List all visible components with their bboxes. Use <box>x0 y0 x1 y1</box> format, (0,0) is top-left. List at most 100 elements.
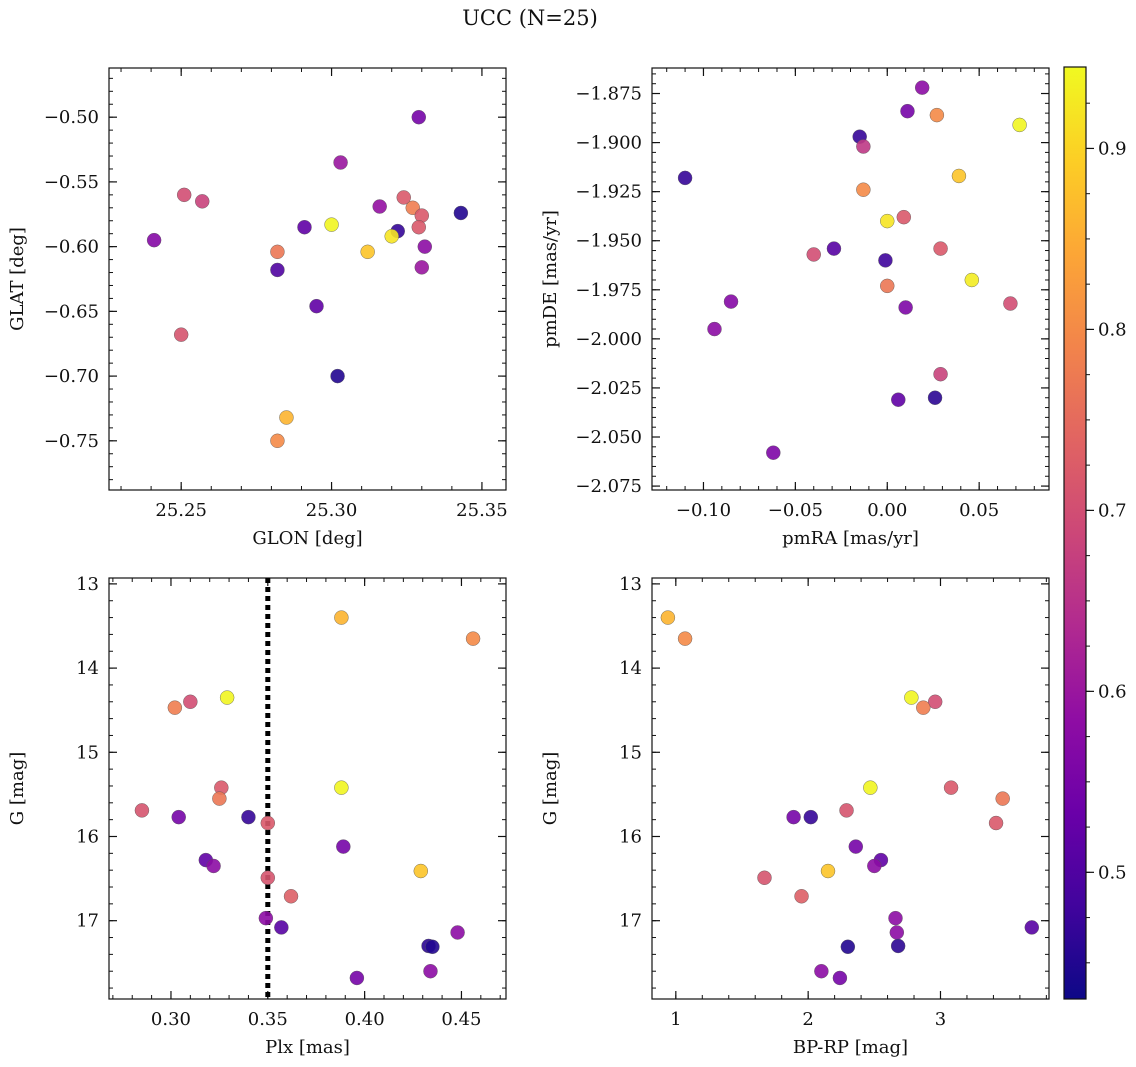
data-point <box>260 815 275 831</box>
data-point <box>951 168 967 184</box>
data-point <box>212 791 227 806</box>
data-point <box>848 839 863 854</box>
y-tick-label: 16 <box>619 826 642 847</box>
y-tick-label: 17 <box>619 911 642 932</box>
data-point <box>904 690 919 705</box>
data-point <box>270 433 285 449</box>
data-point <box>927 694 943 709</box>
data-point <box>878 253 893 268</box>
y-tick-label: −0.55 <box>44 172 99 193</box>
data-point <box>206 858 221 874</box>
data-point <box>933 241 948 256</box>
data-point <box>241 809 256 825</box>
x-axis-label: pmRA [mas/yr] <box>782 528 919 549</box>
data-point <box>425 939 440 954</box>
y-tick-label: −0.65 <box>44 301 99 322</box>
x-tick-label: 1 <box>670 1009 681 1030</box>
data-point <box>297 220 312 235</box>
data-point <box>279 410 294 425</box>
data-point <box>372 199 387 214</box>
data-point <box>270 262 285 278</box>
x-tick-label: 25.30 <box>306 500 358 521</box>
data-point <box>417 239 432 254</box>
data-point <box>856 139 871 154</box>
data-point <box>258 910 274 926</box>
scatter-panel-3: 0.30 0.35 0.40 0.45 13 14 15 16 17 Plx [mas] G [ma… <box>7 574 507 1058</box>
y-tick-label: −2.025 <box>575 378 642 399</box>
x-tick-label: 0.40 <box>345 1009 385 1030</box>
data-point <box>450 925 465 940</box>
data-point <box>330 368 345 384</box>
colorbar-tick-label: 0.6 <box>1098 681 1127 702</box>
data-point <box>309 298 324 314</box>
y-tick-label: 15 <box>76 742 99 763</box>
data-point <box>677 631 693 646</box>
figure-title: UCC (N=25) <box>462 6 598 30</box>
data-point <box>283 889 299 904</box>
x-tick-label: 25.25 <box>155 500 207 521</box>
data-point <box>146 232 162 248</box>
x-tick-label: −0.10 <box>676 500 731 521</box>
data-point <box>274 920 289 935</box>
data-point <box>396 190 411 205</box>
data-point <box>914 80 930 95</box>
data-point <box>964 272 980 288</box>
data-point <box>411 220 426 235</box>
data-point <box>889 925 905 940</box>
colorbar-gradient <box>1063 66 1087 1000</box>
y-tick-label: 17 <box>76 911 99 932</box>
data-point <box>707 321 722 337</box>
data-point <box>1012 117 1027 133</box>
x-tick-label: 0.35 <box>248 1009 288 1030</box>
scatter-panel-1: 25.25 25.30 25.35 −0.50 −0.55 −0.60 −0.65 −0.70… <box>7 67 508 549</box>
data-point <box>1003 296 1018 311</box>
x-tick-label: 0.05 <box>959 500 999 521</box>
y-tick-label: −1.875 <box>575 84 642 105</box>
scatter-panel-4: 1 2 3 13 14 15 16 17 BP-RP [mag] G [mag] <box>540 574 1050 1058</box>
y-tick-label: −0.60 <box>44 237 99 258</box>
data-point <box>867 858 882 874</box>
y-tick-label: −1.975 <box>575 280 642 301</box>
colorbar: 0.5 0.6 0.7 0.8 0.9 <box>1063 66 1127 1000</box>
y-tick-label: −0.50 <box>44 107 99 128</box>
data-point <box>360 244 375 260</box>
data-point <box>677 170 693 186</box>
data-point <box>786 809 801 825</box>
data-point <box>167 700 183 715</box>
data-point <box>890 938 906 954</box>
data-point <box>880 278 895 294</box>
y-axis-label: GLAT [deg] <box>7 227 28 331</box>
data-point <box>333 155 348 170</box>
data-point <box>260 870 275 885</box>
data-point <box>349 970 365 986</box>
y-tick-label: 14 <box>619 658 642 679</box>
data-point <box>134 803 150 818</box>
data-point <box>413 863 428 879</box>
plot-frame <box>108 577 507 1000</box>
data-point <box>176 187 192 203</box>
data-point <box>195 194 210 209</box>
x-tick-label: 3 <box>935 1009 946 1030</box>
y-tick-label: 16 <box>76 826 99 847</box>
data-point <box>794 889 809 904</box>
x-tick-label: 0.30 <box>151 1009 191 1030</box>
data-point <box>173 327 189 342</box>
data-point <box>414 260 429 275</box>
y-axis-label: pmDE [mas/yr] <box>540 210 561 348</box>
y-tick-label: 13 <box>76 574 99 595</box>
colorbar-tick-label: 0.7 <box>1098 500 1127 521</box>
plot-frame <box>651 67 1050 491</box>
x-tick-label: 2 <box>802 1009 813 1030</box>
y-tick-label: −2.000 <box>575 329 642 350</box>
data-point <box>898 300 913 315</box>
plot-frame <box>108 67 507 491</box>
data-point <box>891 392 906 407</box>
data-point <box>453 205 469 221</box>
data-point <box>888 910 903 926</box>
data-point <box>916 700 931 715</box>
data-point <box>856 182 871 197</box>
data-point <box>336 839 351 854</box>
data-point <box>832 970 848 986</box>
data-point <box>840 939 856 954</box>
data-point <box>820 863 836 879</box>
